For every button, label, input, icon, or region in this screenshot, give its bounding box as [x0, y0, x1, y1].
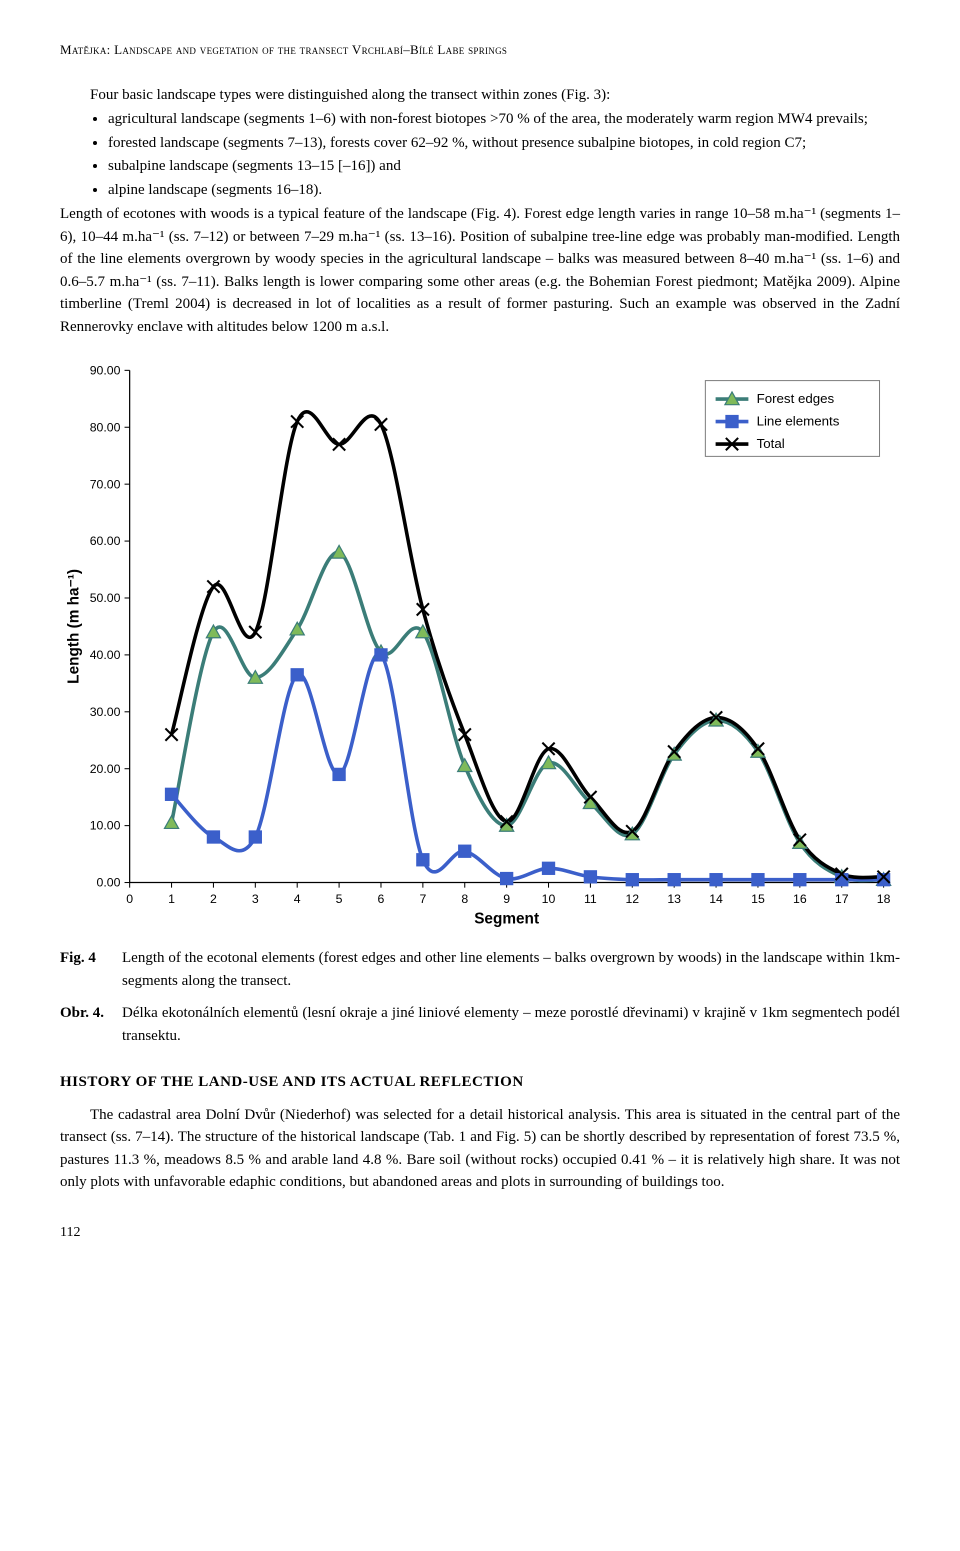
caption-label: Obr. 4. — [60, 1002, 122, 1047]
svg-text:40.00: 40.00 — [90, 648, 121, 662]
svg-text:3: 3 — [252, 892, 259, 906]
list-item: subalpine landscape (segments 13–15 [–16… — [108, 155, 900, 178]
svg-text:15: 15 — [751, 892, 765, 906]
svg-text:1: 1 — [168, 892, 175, 906]
caption-text: Length of the ecotonal elements (forest … — [122, 947, 900, 992]
svg-text:90.00: 90.00 — [90, 363, 121, 377]
svg-text:9: 9 — [503, 892, 510, 906]
svg-text:Length (m ha⁻¹): Length (m ha⁻¹) — [65, 569, 82, 684]
running-header: Matějka: Landscape and vegetation of the… — [60, 40, 900, 60]
svg-text:50.00: 50.00 — [90, 591, 121, 605]
svg-text:80.00: 80.00 — [90, 420, 121, 434]
svg-text:Segment: Segment — [474, 911, 539, 928]
svg-text:60.00: 60.00 — [90, 534, 121, 548]
intro-paragraph: Four basic landscape types were distingu… — [60, 84, 900, 107]
caption-text: Délka ekotonálních elementů (lesní okraj… — [122, 1002, 900, 1047]
svg-text:Total: Total — [757, 436, 785, 451]
list-item: alpine landscape (segments 16–18). — [108, 179, 900, 202]
svg-text:2: 2 — [210, 892, 217, 906]
page-number: 112 — [60, 1222, 900, 1243]
chart-figure: 0.00 10.00 20.00 30.00 40.00 50.00 60.00 70.00 8… — [60, 356, 900, 937]
caption-label: Fig. 4 — [60, 947, 122, 992]
section-body: The cadastral area Dolní Dvůr (Niederhof… — [60, 1104, 900, 1194]
body-paragraph: Length of ecotones with woods is a typic… — [60, 203, 900, 338]
list-item: forested landscape (segments 7–13), fore… — [108, 132, 900, 155]
svg-text:5: 5 — [336, 892, 343, 906]
section-heading: HISTORY OF THE LAND-USE AND ITS ACTUAL R… — [60, 1071, 900, 1094]
svg-text:13: 13 — [667, 892, 681, 906]
ecotone-chart: 0.00 10.00 20.00 30.00 40.00 50.00 60.00 70.00 8… — [60, 356, 900, 930]
svg-text:Line elements: Line elements — [757, 414, 840, 429]
svg-text:70.00: 70.00 — [90, 477, 121, 491]
svg-text:6: 6 — [378, 892, 385, 906]
svg-text:30.00: 30.00 — [90, 705, 121, 719]
figure-caption-cs: Obr. 4. Délka ekotonálních elementů (les… — [60, 1002, 900, 1047]
figure-caption-en: Fig. 4 Length of the ecotonal elements (… — [60, 947, 900, 992]
svg-text:4: 4 — [294, 892, 301, 906]
svg-text:16: 16 — [793, 892, 807, 906]
svg-text:10: 10 — [542, 892, 556, 906]
svg-text:14: 14 — [709, 892, 723, 906]
svg-text:20.00: 20.00 — [90, 762, 121, 776]
svg-text:Forest edges: Forest edges — [757, 391, 835, 406]
svg-text:10.00: 10.00 — [90, 819, 121, 833]
svg-text:18: 18 — [877, 892, 891, 906]
svg-text:12: 12 — [625, 892, 639, 906]
svg-text:17: 17 — [835, 892, 849, 906]
svg-text:8: 8 — [461, 892, 468, 906]
svg-text:0.00: 0.00 — [97, 876, 121, 890]
list-item: agricultural landscape (segments 1–6) wi… — [108, 108, 900, 131]
svg-text:11: 11 — [584, 892, 597, 906]
svg-text:7: 7 — [419, 892, 426, 906]
svg-text:0: 0 — [126, 892, 133, 906]
landscape-types-list: agricultural landscape (segments 1–6) wi… — [60, 108, 900, 201]
